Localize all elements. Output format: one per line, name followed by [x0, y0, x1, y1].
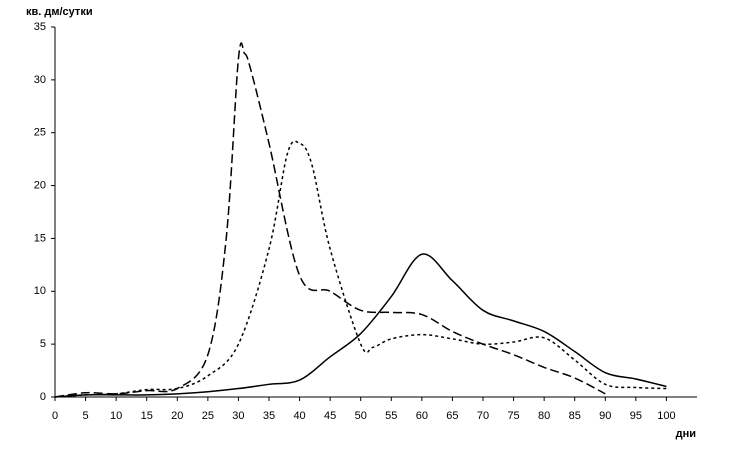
x-tick-label: 70	[477, 410, 489, 422]
x-axis-label: дни	[676, 428, 696, 440]
y-tick-label: 25	[34, 127, 46, 139]
y-axis-label: кв. дм/сутки	[26, 6, 93, 18]
x-tick-label: 95	[630, 410, 642, 422]
y-tick-label: 35	[34, 21, 46, 33]
line-series	[54, 42, 606, 398]
x-tick-label: 85	[569, 410, 581, 422]
y-tick-label: 5	[40, 338, 46, 350]
x-tick-label: 5	[83, 410, 89, 422]
x-tick-label: 80	[538, 410, 550, 422]
x-tick-label: 15	[141, 410, 153, 422]
x-tick-label: 55	[385, 410, 397, 422]
x-tick-label: 30	[232, 410, 244, 422]
y-tick-label: 20	[34, 179, 46, 191]
line-series	[54, 140, 667, 398]
y-tick-label: 10	[34, 285, 46, 297]
x-tick-label: 25	[202, 410, 214, 422]
x-tick-label: 10	[110, 410, 122, 422]
x-tick-label: 45	[324, 410, 336, 422]
x-tick-label: 75	[507, 410, 519, 422]
line-series	[54, 253, 667, 398]
x-tick-label: 65	[446, 410, 458, 422]
y-tick-label: 0	[40, 391, 46, 403]
x-tick-label: 35	[263, 410, 275, 422]
x-tick-label: 90	[599, 410, 611, 422]
x-tick-label: 20	[171, 410, 183, 422]
y-tick-label: 15	[34, 232, 46, 244]
y-tick-label: 30	[34, 74, 46, 86]
x-tick-label: 50	[355, 410, 367, 422]
x-tick-label: 0	[52, 410, 58, 422]
x-tick-label: 60	[416, 410, 428, 422]
x-tick-label: 40	[293, 410, 305, 422]
x-tick-label: 100	[657, 410, 675, 422]
